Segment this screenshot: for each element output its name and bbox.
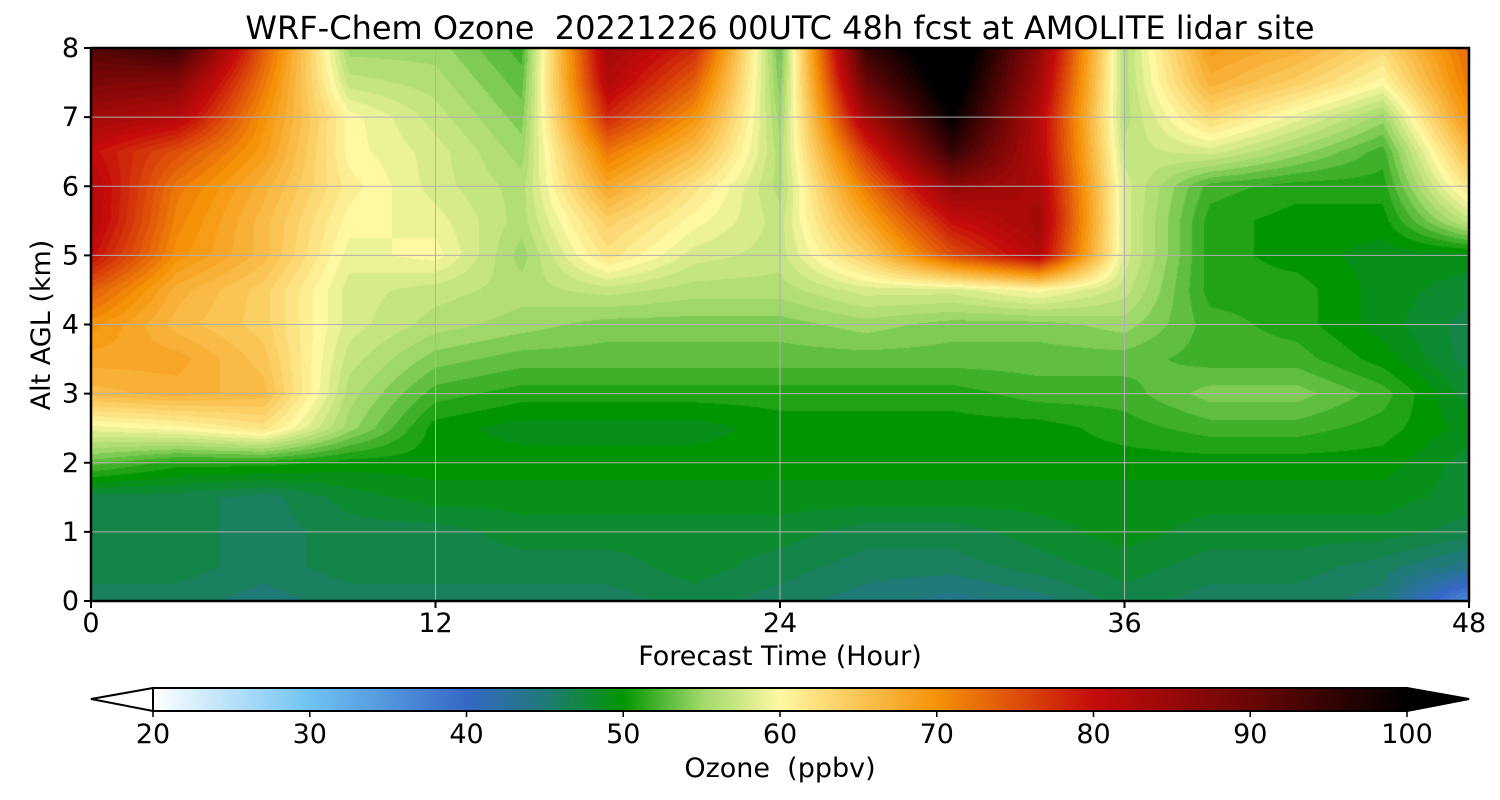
x-axis-label: Forecast Time (Hour) (638, 641, 922, 672)
colorbar-tick-label: 90 (1233, 719, 1267, 750)
y-tick-label: 0 (62, 586, 79, 617)
y-axis-ticks: 0 1 2 3 4 5 6 7 8 (62, 33, 91, 617)
colorbar-tick-label: 60 (763, 719, 797, 750)
colorbar-tick-label: 100 (1381, 719, 1433, 750)
y-tick-label: 6 (62, 171, 79, 202)
colorbar-tick-label: 70 (920, 719, 954, 750)
x-tick-label: 36 (1107, 608, 1141, 639)
colorbar-ticks: 20 30 40 50 60 70 80 90 100 (136, 711, 1433, 750)
x-tick-label: 24 (763, 608, 797, 639)
colorbar-tick-label: 80 (1076, 719, 1110, 750)
colorbar-low-extension (90, 686, 154, 713)
y-tick-label: 2 (62, 448, 79, 479)
y-axis-label: Alt AGL (km) (26, 240, 57, 411)
x-axis-ticks: 0 12 24 36 48 (82, 601, 1486, 639)
x-tick-label: 12 (418, 608, 452, 639)
y-tick-label: 1 (62, 517, 79, 548)
x-tick-label: 0 (82, 608, 99, 639)
chart-title: WRF-Chem Ozone 20221226 00UTC 48h fcst a… (245, 9, 1314, 47)
colorbar: 20 30 40 50 60 70 80 90 100 Ozone (ppbv) (90, 686, 1470, 784)
colorbar-tick-label: 50 (606, 719, 640, 750)
y-tick-label: 8 (62, 33, 79, 64)
y-tick-label: 5 (62, 240, 79, 271)
colorbar-label: Ozone (ppbv) (684, 753, 875, 784)
y-tick-label: 7 (62, 102, 79, 133)
colorbar-tick-label: 40 (449, 719, 483, 750)
colorbar-bar (152, 687, 1408, 712)
colorbar-tick-label: 30 (293, 719, 327, 750)
colorbar-tick-label: 20 (136, 719, 170, 750)
y-tick-label: 3 (62, 379, 79, 410)
y-tick-label: 4 (62, 310, 79, 341)
x-tick-label: 48 (1452, 608, 1486, 639)
colorbar-high-extension (1406, 686, 1470, 713)
